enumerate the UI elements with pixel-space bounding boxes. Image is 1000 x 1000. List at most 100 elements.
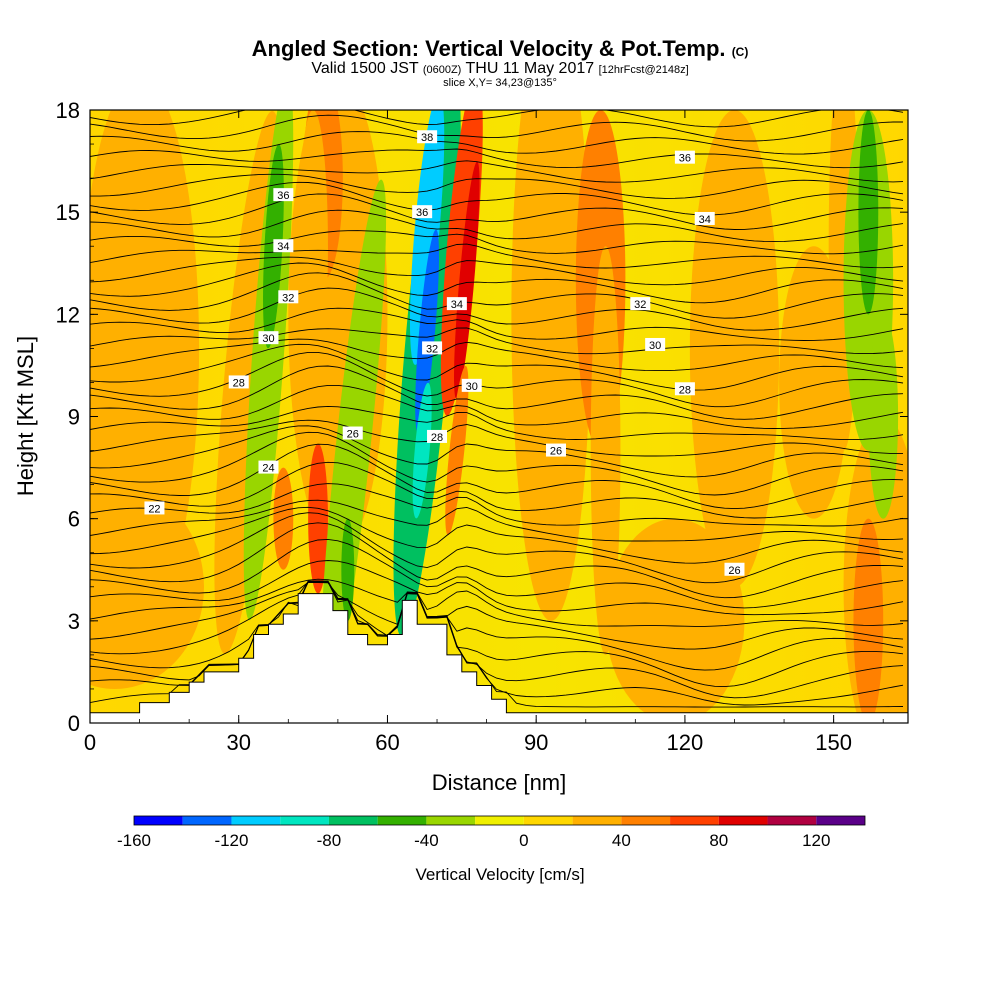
contour-label-text: 36 <box>277 190 289 202</box>
theta-contour-line <box>90 578 904 627</box>
theta-contour-line <box>90 287 904 331</box>
contour-label-bg <box>228 375 249 389</box>
theta-contour-line <box>90 365 904 420</box>
contour-label-text: 38 <box>421 132 433 144</box>
theta-contour-line <box>90 461 904 519</box>
contour-label: 30 <box>258 331 279 345</box>
theta-contour-line <box>90 512 904 584</box>
contour-label-bg <box>258 331 279 345</box>
contour-labels: 22 24 26 28 30 32 34 36 38 36 34 32 30 28 26 28 30 32 34 36… <box>144 130 745 577</box>
contour-label: 22 <box>144 501 165 515</box>
velocity-region <box>90 484 204 689</box>
theta-contour-line <box>90 243 904 269</box>
theta-contour-line <box>90 327 904 355</box>
contour-label-text: 34 <box>451 299 463 311</box>
contour-label-text: 34 <box>277 241 289 253</box>
contour-label-text: 32 <box>282 292 294 304</box>
contour-label: 26 <box>546 443 567 458</box>
colorbar-label: Vertical Velocity [cm/s] <box>415 865 584 884</box>
theta-contour-line <box>90 419 903 457</box>
contour-label: 30 <box>645 337 666 352</box>
colorbar-swatch <box>134 816 183 825</box>
velocity-region <box>319 179 387 722</box>
theta-contour-line <box>90 338 904 372</box>
theta-contour-line <box>90 114 903 142</box>
contour-label-text: 30 <box>649 340 661 352</box>
colorbar-swatch <box>231 816 281 825</box>
y-tick-label: 6 <box>68 507 80 532</box>
theta-contour-line <box>90 351 904 408</box>
contour-label: 34 <box>273 239 294 253</box>
contour-label-bg <box>258 460 279 474</box>
terrain-mask <box>89 593 909 724</box>
theta-contour-line <box>90 581 904 671</box>
theta-contours <box>90 110 904 708</box>
colorbar-swatch <box>670 816 719 825</box>
velocity-region <box>454 161 480 400</box>
chart-title: Angled Section: Vertical Velocity & Pot.… <box>0 36 1000 62</box>
contour-label-text: 36 <box>679 153 691 165</box>
contour-label-text: 26 <box>550 446 562 458</box>
theta-contour-line <box>90 405 904 441</box>
colorbar-swatch <box>280 816 329 825</box>
colorbar-tick-label: -160 <box>117 831 151 850</box>
velocity-region <box>409 110 445 365</box>
contour-label: 34 <box>694 211 715 226</box>
colorbar-swatch <box>426 816 476 825</box>
theta-contour-line <box>90 443 904 510</box>
contour-label: 28 <box>427 429 448 444</box>
y-tick-label: 0 <box>68 711 80 736</box>
theta-contour-line <box>90 506 904 564</box>
contour-label: 26 <box>342 426 363 441</box>
valid-time: Valid 1500 JST <box>311 60 419 77</box>
contour-label: 36 <box>273 188 294 202</box>
y-tick-label: 18 <box>56 98 80 123</box>
contour-label-text: 26 <box>347 429 359 441</box>
contour-label-bg <box>546 443 567 457</box>
y-tick-label: 3 <box>68 609 80 634</box>
colorbar-swatch <box>523 816 573 825</box>
contour-label: 28 <box>228 375 249 389</box>
contour-label-bg <box>342 426 363 440</box>
slice-info: slice X,Y= 34,23@135° <box>443 77 557 89</box>
contour-label-bg <box>694 211 715 225</box>
contour-label-text: 28 <box>679 384 691 396</box>
theta-contour-line <box>90 272 904 319</box>
theta-contour-line <box>90 193 904 230</box>
colorbar-swatch <box>572 816 622 825</box>
contour-label-text: 30 <box>262 333 274 345</box>
y-tick-label: 12 <box>56 302 80 327</box>
valid-date: THU 11 May 2017 <box>465 60 595 77</box>
colorbar-frame <box>133 815 866 826</box>
contour-label: 34 <box>446 297 467 311</box>
colorbar-tick-label: -80 <box>317 831 342 850</box>
contour-label: 26 <box>724 562 745 577</box>
forecast-info: [12hrFcst@2148z] <box>598 64 689 76</box>
y-tick-label: 9 <box>68 405 80 430</box>
chart-title-text: Angled Section: Vertical Velocity & Pot.… <box>251 36 726 61</box>
contour-label-text: 26 <box>728 565 740 577</box>
contour-label-bg <box>446 297 467 311</box>
colorbar-swatch <box>328 816 378 825</box>
velocity-region <box>415 229 440 434</box>
contour-label-text: 24 <box>262 463 274 475</box>
x-tick-label: 150 <box>815 730 852 755</box>
chart-subtitle: Valid 1500 JST (0600Z) THU 11 May 2017 [… <box>0 60 1000 78</box>
theta-contour-line <box>90 262 904 304</box>
contour-label-bg <box>427 429 448 443</box>
theta-contour-line <box>90 499 904 542</box>
theta-contour-line <box>90 483 904 527</box>
contour-label-bg <box>674 150 695 164</box>
contour-label: 28 <box>674 382 695 396</box>
contour-label-bg <box>278 290 299 304</box>
colorbar-swatch <box>475 816 524 825</box>
theta-contour-line <box>90 131 904 155</box>
colorbar-tick-label: -120 <box>214 831 248 850</box>
contour-label-bg <box>645 337 666 351</box>
velocity-region <box>868 314 899 519</box>
contour-label-bg <box>273 188 294 202</box>
contour-label: 36 <box>674 150 695 165</box>
contour-label: 32 <box>630 297 651 311</box>
contour-label-text: 28 <box>431 432 443 444</box>
